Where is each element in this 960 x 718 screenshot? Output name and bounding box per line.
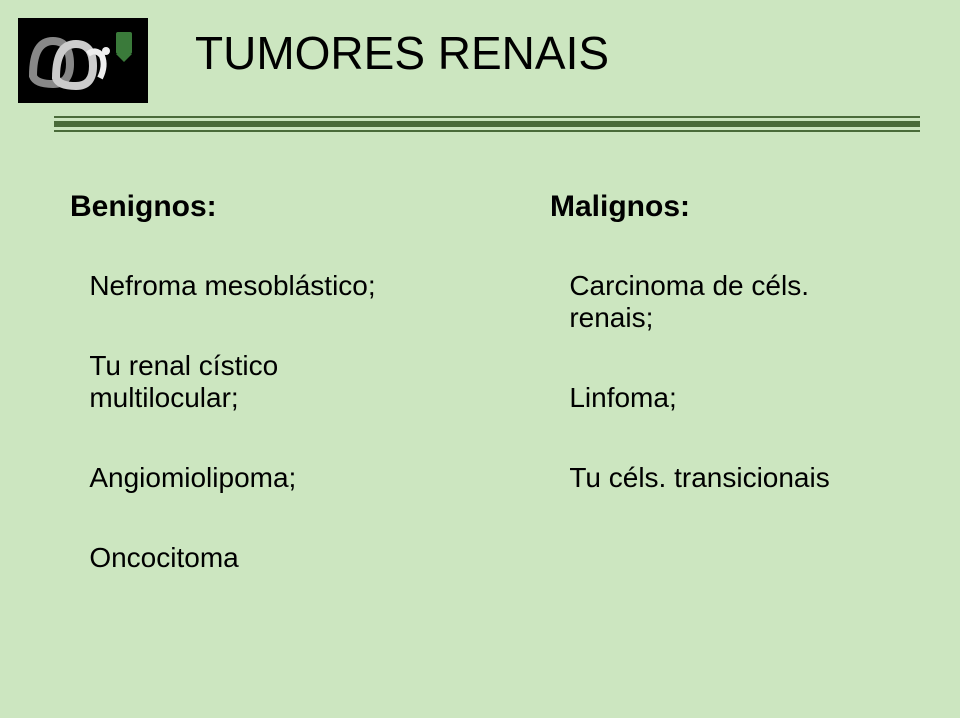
item-text: Angiomiolipoma; <box>89 462 296 494</box>
bullet-icon: - <box>550 270 559 302</box>
item-text: Oncocitoma <box>89 542 238 574</box>
bullet-icon: - <box>550 462 559 494</box>
list-item: - Oncocitoma <box>70 542 420 574</box>
bullet-icon: - <box>70 542 79 574</box>
item-text: Tu renal cístico multilocular; <box>89 350 420 414</box>
item-text: Linfoma; <box>569 382 676 414</box>
bullet-icon: - <box>550 382 559 414</box>
list-item: - Carcinoma de céls. renais; <box>550 270 900 334</box>
separator <box>0 116 960 130</box>
logo-svg <box>28 26 138 96</box>
item-text: Tu céls. transicionais <box>569 462 829 494</box>
benign-header: Benignos: <box>70 190 420 224</box>
bullet-icon: - <box>70 270 79 302</box>
bullet-icon: - <box>70 350 79 382</box>
list-item: - Tu céls. transicionais <box>550 462 900 494</box>
malignant-header: Malignos: <box>550 190 900 224</box>
bullet-icon: - <box>70 462 79 494</box>
benign-column: Benignos: - Nefroma mesoblástico; - Tu r… <box>70 190 420 622</box>
list-item: - Tu renal cístico multilocular; <box>70 350 420 414</box>
list-item: - Nefroma mesoblástico; <box>70 270 420 302</box>
item-text: Nefroma mesoblástico; <box>89 270 375 302</box>
list-item: - Linfoma; <box>550 382 900 414</box>
item-text: Carcinoma de céls. renais; <box>569 270 900 334</box>
slide-title: TUMORES RENAIS <box>195 26 609 80</box>
content-area: Benignos: - Nefroma mesoblástico; - Tu r… <box>70 190 900 622</box>
list-item: - Angiomiolipoma; <box>70 462 420 494</box>
logo <box>18 18 148 103</box>
malignant-column: Malignos: - Carcinoma de céls. renais; -… <box>550 190 900 622</box>
